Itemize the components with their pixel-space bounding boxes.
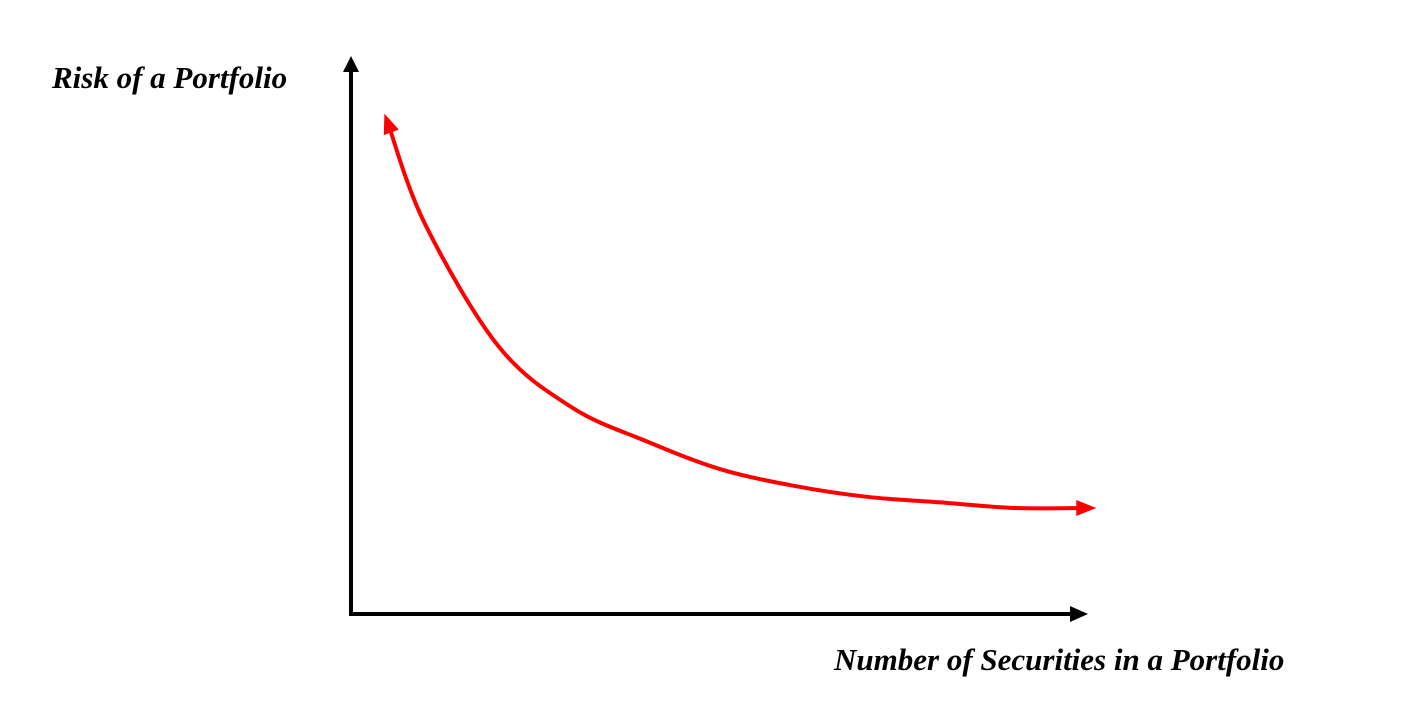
- curve-layer: [383, 113, 1097, 516]
- risk-curve-line: [385, 120, 1087, 511]
- risk-curve-start-arrowhead: [383, 113, 399, 136]
- y-axis-label: Risk of a Portfolio: [52, 60, 288, 95]
- risk-curve-end-arrowhead: [1076, 499, 1097, 516]
- x-axis-label: Number of Securities in a Portfolio: [834, 642, 1285, 677]
- y-axis-arrowhead: [343, 56, 359, 72]
- x-axis-arrowhead: [1070, 606, 1088, 622]
- axes: [343, 56, 1088, 622]
